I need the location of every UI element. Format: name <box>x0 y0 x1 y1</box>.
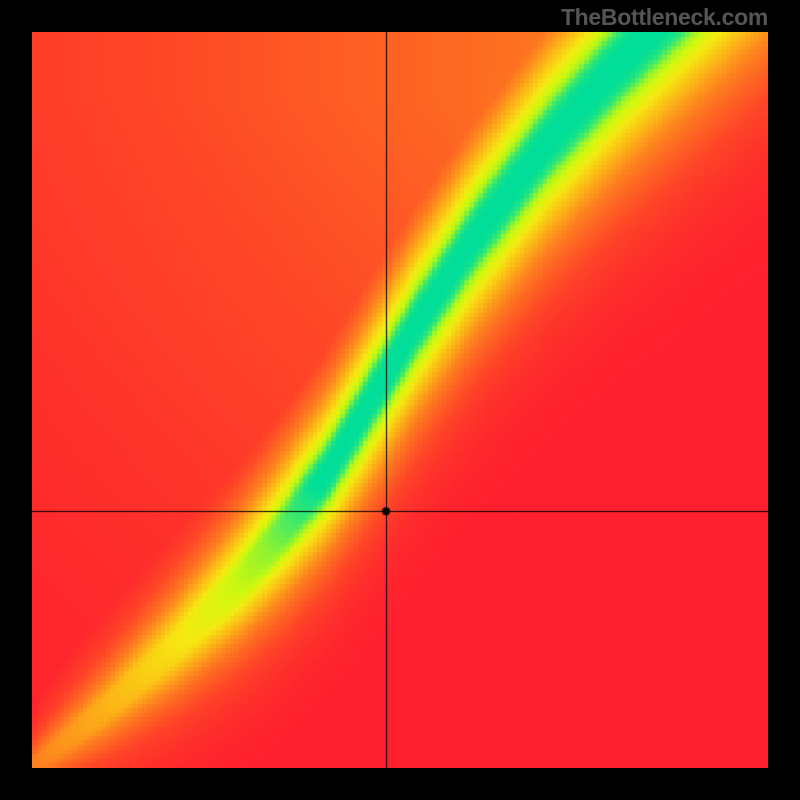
bottleneck-heatmap <box>32 32 768 768</box>
watermark-text: TheBottleneck.com <box>561 4 768 31</box>
chart-container: { "watermark": { "text": "TheBottleneck.… <box>0 0 800 800</box>
